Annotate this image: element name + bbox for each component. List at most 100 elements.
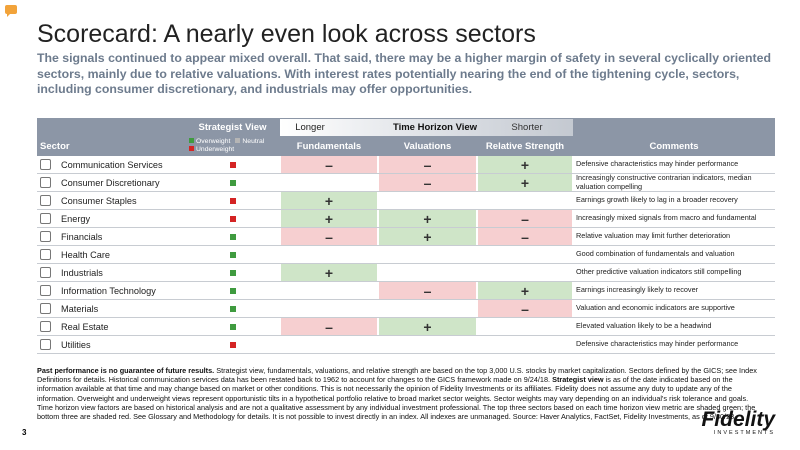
sector-name: Consumer Discretionary xyxy=(61,177,160,188)
row-rule xyxy=(37,191,775,192)
signal-cell xyxy=(379,192,476,209)
legend-swatch xyxy=(189,138,194,143)
strategist-view xyxy=(229,180,236,186)
row-rule xyxy=(37,209,775,210)
signal-cell xyxy=(281,174,377,191)
signal-cell xyxy=(281,246,377,263)
header-comments: Comments xyxy=(649,141,699,152)
comment: Relative valuation may limit further det… xyxy=(576,231,731,241)
sector-name: Utilities xyxy=(61,339,91,350)
logo-tagline: INVESTMENTS xyxy=(713,430,775,436)
row-rule xyxy=(37,263,775,264)
signal-cell xyxy=(281,300,377,317)
row-rule xyxy=(37,317,775,318)
signal-cell: + xyxy=(379,318,476,335)
page-number: 3 xyxy=(22,428,27,437)
legend-swatch xyxy=(235,138,241,143)
signal-cell: + xyxy=(478,282,572,299)
comment-icon xyxy=(5,5,17,17)
strategist-view xyxy=(229,342,236,348)
header-strategist-view: Strategist View xyxy=(198,122,267,133)
comment: Other predictive valuation indicators st… xyxy=(576,267,742,277)
signal-cell: – xyxy=(478,210,572,227)
signal-cell xyxy=(478,318,572,335)
scorecard-table: Strategist View Longer Time Horizon View Sh… xyxy=(37,118,775,354)
sector-name: Industrials xyxy=(61,267,103,278)
sector-icon xyxy=(40,249,51,260)
header-shorter: Shorter xyxy=(511,122,543,133)
signal-cell xyxy=(379,246,476,263)
signal-cell: – xyxy=(379,156,476,173)
header-sector: Sector xyxy=(40,141,70,152)
signal-cell: + xyxy=(281,210,377,227)
sector-name: Consumer Staples xyxy=(61,195,137,206)
comment: Defensive characteristics may hinder per… xyxy=(576,339,739,349)
signal-cell: – xyxy=(379,174,476,191)
comment: Increasingly mixed signals from macro an… xyxy=(576,213,757,223)
horizon-band xyxy=(280,119,573,136)
strategist-view xyxy=(229,198,236,204)
strategist-view xyxy=(229,270,236,276)
signal-cell xyxy=(478,264,572,281)
comment: Elevated valuation likely to be a headwi… xyxy=(576,321,712,331)
strategist-view xyxy=(229,162,236,168)
sector-icon xyxy=(40,231,51,242)
row-rule xyxy=(37,245,775,246)
signal-cell: + xyxy=(281,192,377,209)
footnote-part: Strategist view xyxy=(552,375,604,385)
signal-cell: + xyxy=(478,174,572,191)
sector-name: Communication Services xyxy=(61,159,163,170)
strategist-view xyxy=(229,306,236,312)
header-time-horizon: Time Horizon View xyxy=(392,122,478,133)
signal-cell xyxy=(281,336,377,353)
header-fundamentals: Fundamentals xyxy=(296,141,362,152)
sector-icon xyxy=(40,267,51,278)
sector-icon xyxy=(40,339,51,350)
sector-name: Real Estate xyxy=(61,321,109,332)
row-rule xyxy=(37,335,775,336)
sector-name: Energy xyxy=(61,213,91,224)
title: Scorecard: A nearly even look across sec… xyxy=(37,20,536,48)
signal-cell xyxy=(478,336,572,353)
legend-label: Neutral xyxy=(242,138,265,145)
signal-cell: + xyxy=(281,264,377,281)
strategist-view xyxy=(229,234,236,240)
footnote-part: Past performance is no guarantee of futu… xyxy=(37,366,215,375)
sector-icon xyxy=(40,213,51,224)
signal-cell: – xyxy=(478,300,572,317)
comment: Increasingly constructive contrarian ind… xyxy=(576,174,752,191)
sector-icon xyxy=(40,321,51,332)
signal-cell xyxy=(281,282,377,299)
legend-item: Overweight xyxy=(189,138,230,146)
comment: Valuation and economic indicators are su… xyxy=(576,303,735,313)
strategist-view xyxy=(229,324,236,330)
signal-cell: + xyxy=(478,156,572,173)
sector-name: Materials xyxy=(61,303,99,314)
comment: Good combination of fundamentals and val… xyxy=(576,249,735,259)
legend-label: Overweight xyxy=(196,138,231,145)
signal-cell xyxy=(379,336,476,353)
sector-name: Information Technology xyxy=(61,285,156,296)
comment: Earnings growth likely to lag in a broad… xyxy=(576,195,738,205)
sector-icon xyxy=(40,159,51,170)
row-rule xyxy=(37,353,775,354)
sector-name: Financials xyxy=(61,231,103,242)
header-longer: Longer xyxy=(295,122,325,133)
logo-name: Fidelity xyxy=(701,408,775,431)
signal-cell: + xyxy=(379,210,476,227)
logo: Fidelity INVESTMENTS xyxy=(670,408,775,436)
strategist-view xyxy=(229,288,236,294)
footnote: Past performance is no guarantee of futu… xyxy=(37,366,765,421)
comment: Earnings increasingly likely to recover xyxy=(576,285,699,295)
footnote-part: Strategist view, fundamentals, valuation… xyxy=(37,366,757,385)
sector-icon xyxy=(40,195,51,206)
subtitle: The signals continued to appear mixed ov… xyxy=(37,51,771,96)
legend-label: Underweight xyxy=(196,146,235,153)
signal-cell: – xyxy=(281,228,377,245)
sector-name: Health Care xyxy=(61,249,111,260)
sector-icon xyxy=(40,177,51,188)
comment: Defensive characteristics may hinder per… xyxy=(576,159,739,169)
legend-swatch xyxy=(189,146,194,151)
signal-cell: – xyxy=(478,228,572,245)
